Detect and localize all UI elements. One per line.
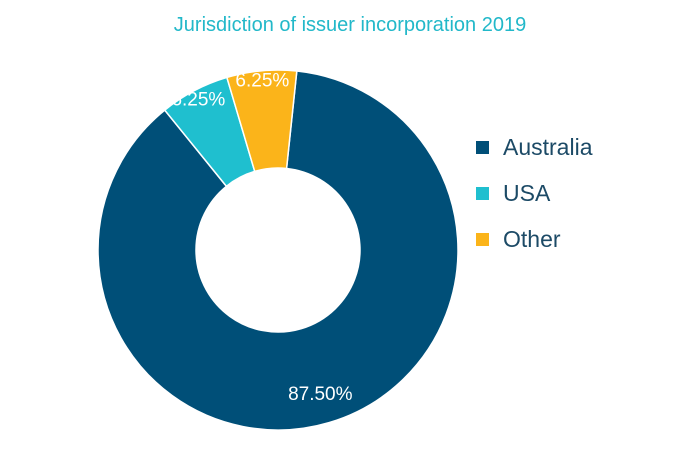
chart-legend: Australia USA Other <box>476 124 592 262</box>
legend-label-other: Other <box>503 225 561 252</box>
slice-other <box>225 69 298 173</box>
legend-swatch-australia <box>476 140 489 154</box>
chart-title: Jurisdiction of issuer incorporation 201… <box>173 14 527 36</box>
legend-item-other: Other <box>476 216 592 262</box>
data-label-other: 6.25% <box>235 71 289 92</box>
data-label-usa: 6.25% <box>171 90 225 111</box>
slice-australia <box>97 70 459 431</box>
legend-item-usa: USA <box>476 170 592 216</box>
legend-swatch-usa <box>476 186 489 200</box>
legend-swatch-other <box>476 232 489 246</box>
data-label-australia: 87.50% <box>288 384 353 405</box>
legend-item-australia: Australia <box>476 124 592 170</box>
legend-label-usa: USA <box>503 179 551 206</box>
legend-label-australia: Australia <box>503 133 593 160</box>
